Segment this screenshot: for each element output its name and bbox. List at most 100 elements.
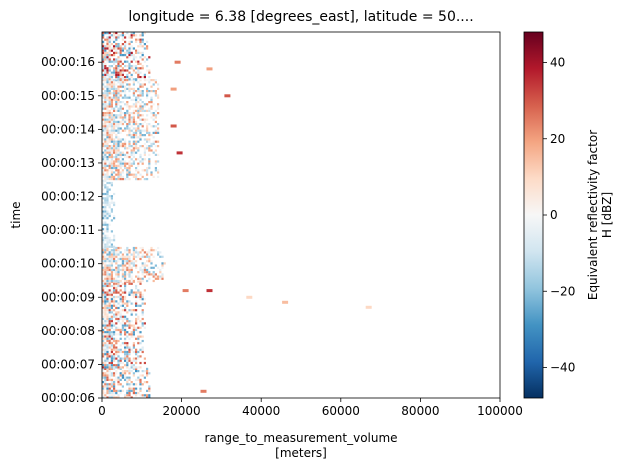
y-tick-label: 00:00:15 <box>41 89 95 103</box>
heatmap-cell <box>146 271 149 274</box>
heatmap-cell <box>146 370 149 373</box>
heatmap-cell <box>115 145 118 148</box>
heatmap-cell <box>108 98 111 101</box>
heatmap-cell <box>141 107 144 110</box>
heatmap-cell <box>124 348 127 351</box>
heatmap-cell <box>106 199 109 202</box>
heatmap-cell <box>121 54 124 57</box>
heatmap-cell <box>104 123 107 126</box>
heatmap-cell <box>106 378 109 381</box>
heatmap-cell <box>128 40 131 43</box>
heatmap-cell <box>108 109 111 112</box>
heatmap-cell <box>113 287 116 290</box>
heatmap-cell <box>137 147 140 150</box>
heatmap-cell <box>150 101 153 104</box>
heatmap-cell <box>117 56 120 59</box>
heatmap-cell <box>106 230 109 233</box>
heatmap-cell <box>135 101 138 104</box>
heatmap-cell <box>108 83 111 86</box>
heatmap-cell <box>137 162 140 165</box>
heatmap-cell <box>143 151 146 154</box>
heatmap-cell <box>110 284 113 288</box>
heatmap-cell <box>143 120 146 123</box>
heatmap-cell <box>143 322 146 325</box>
heatmap-cell <box>128 320 131 323</box>
heatmap-cell <box>128 387 131 390</box>
heatmap-cell <box>146 273 149 276</box>
y-tick-label: 00:00:13 <box>41 156 95 170</box>
heatmap-cell <box>104 112 107 115</box>
heatmap-cell <box>124 90 127 93</box>
heatmap-cell <box>113 381 116 384</box>
heatmap-cell <box>135 300 138 303</box>
heatmap-cell <box>117 313 120 316</box>
heatmap-cell <box>132 94 135 97</box>
heatmap-cell <box>106 333 109 336</box>
heatmap-cell <box>128 62 131 65</box>
heatmap-cell <box>139 331 142 334</box>
heatmap-cell <box>128 169 131 172</box>
heatmap-cell <box>141 169 144 172</box>
heatmap-cell <box>117 251 120 254</box>
heatmap-cell <box>157 246 160 250</box>
heatmap-cell <box>121 295 124 299</box>
heatmap-cell <box>130 309 133 312</box>
heatmap-cell <box>104 326 107 329</box>
heatmap-cell <box>132 87 135 90</box>
heatmap-cell <box>104 49 107 52</box>
heatmap-cell <box>115 142 118 145</box>
heatmap-cell <box>108 105 111 108</box>
heatmap-cell <box>104 331 107 334</box>
heatmap-cell <box>113 36 116 39</box>
heatmap-cell <box>130 34 133 37</box>
heatmap-cell <box>102 315 105 318</box>
heatmap-cell <box>108 257 111 261</box>
heatmap-cell <box>121 142 124 145</box>
heatmap-cell <box>130 173 133 176</box>
heatmap-cell <box>146 268 149 272</box>
heatmap-cell <box>117 284 120 288</box>
heatmap-cell <box>126 125 129 128</box>
heatmap-cell <box>113 69 116 72</box>
heatmap-cell <box>108 337 111 340</box>
heatmap-cell <box>128 264 131 267</box>
heatmap-cell <box>124 322 127 325</box>
heatmap-cell <box>117 153 120 156</box>
heatmap-cell <box>106 164 109 167</box>
heatmap-cell <box>117 36 120 39</box>
heatmap-cell <box>124 271 127 274</box>
heatmap-cell <box>108 195 111 198</box>
heatmap-cell <box>126 103 129 106</box>
heatmap-cell <box>117 396 120 398</box>
heatmap-cell <box>102 153 105 156</box>
heatmap-cell <box>154 109 157 112</box>
heatmap-cell <box>102 257 105 261</box>
heatmap-cell <box>102 322 105 325</box>
heatmap-cell <box>113 51 116 54</box>
heatmap-cell <box>135 134 138 137</box>
heatmap-cell <box>130 268 133 272</box>
heatmap-cell <box>104 129 107 132</box>
heatmap-cell <box>106 355 109 358</box>
heatmap-cell <box>126 127 129 130</box>
heatmap-cell <box>102 246 105 250</box>
heatmap-cell <box>139 266 142 269</box>
heatmap-cell <box>137 164 140 167</box>
heatmap-cell <box>124 333 127 336</box>
heatmap-cell <box>130 67 133 70</box>
heatmap-cell <box>130 366 133 369</box>
heatmap-cell <box>148 149 151 152</box>
heatmap-cell <box>124 317 127 321</box>
heatmap-cell <box>146 58 149 61</box>
heatmap-cell <box>115 300 118 303</box>
heatmap-cell <box>106 125 109 128</box>
heatmap-cell <box>126 300 129 303</box>
heatmap-cell <box>104 304 107 307</box>
heatmap-cell <box>113 120 116 123</box>
heatmap-cell <box>132 145 135 148</box>
heatmap-cell <box>121 32 124 35</box>
heatmap-cell <box>108 293 111 296</box>
heatmap-cell <box>102 346 105 349</box>
heatmap-cell <box>143 83 146 86</box>
heatmap-cell <box>152 273 155 276</box>
